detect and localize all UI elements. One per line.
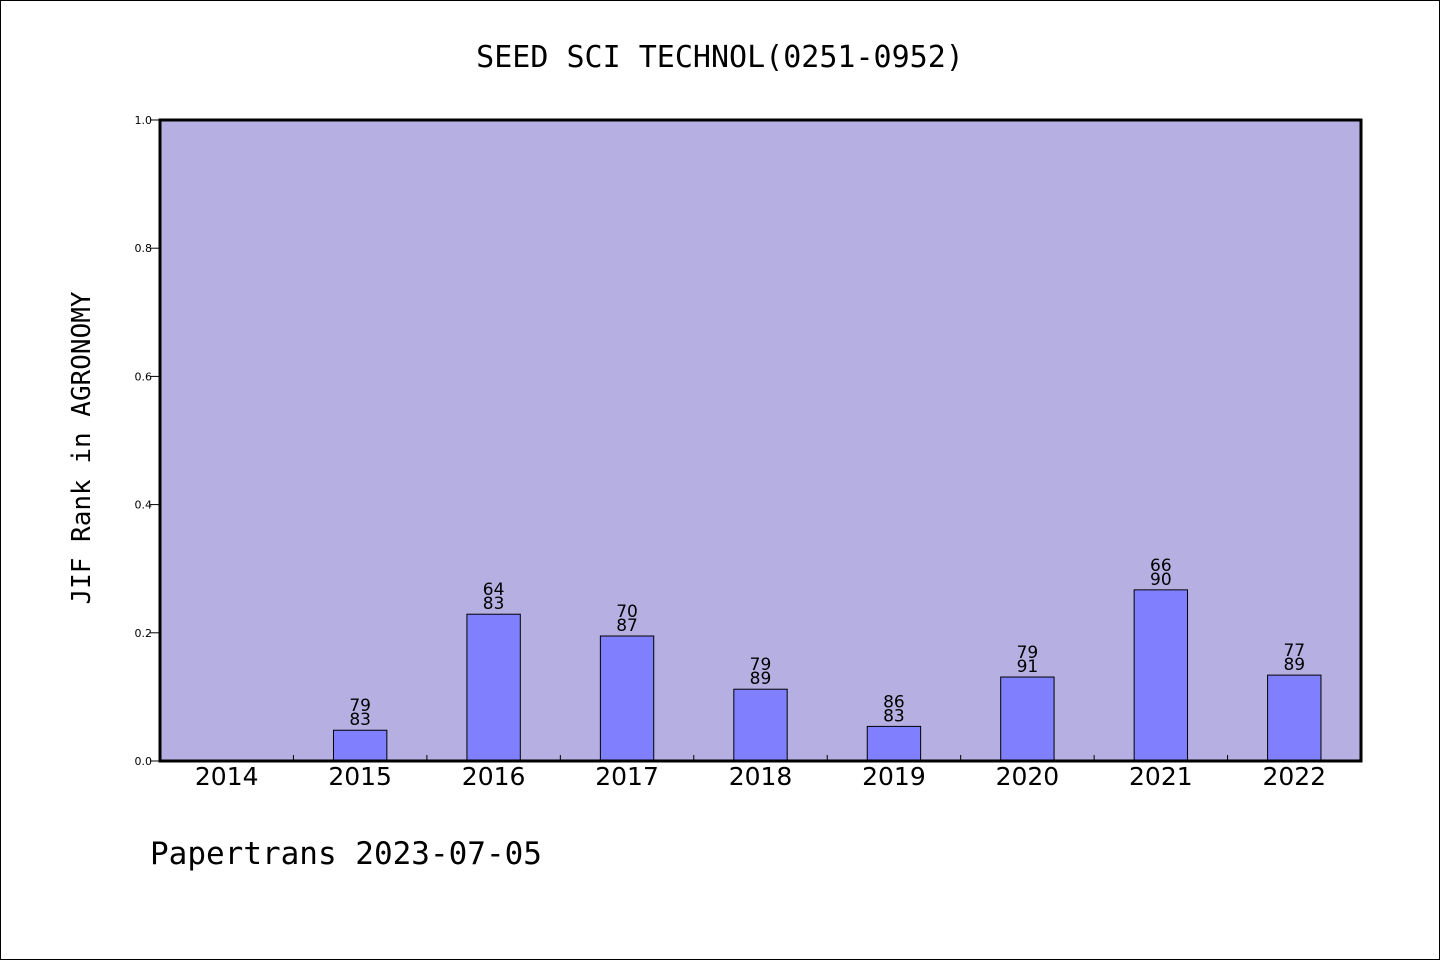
bar-rank-label: 64 [483,580,505,600]
plot-border [158,118,1363,763]
y-axis-label: JIF Rank in AGRONOMY [67,291,97,604]
bar-rank-label: 79 [349,696,371,716]
x-tick-label: 2016 [462,762,526,791]
x-tick-label: 2018 [729,762,793,791]
bar-total-label: 83 [349,710,371,730]
bar-rank-label: 77 [1283,641,1305,661]
y-tick-label: 0.0 [135,755,153,768]
bar-2016 [466,613,521,762]
bar-total-label: 91 [1017,657,1039,677]
x-tick-label: 2014 [195,762,259,791]
bar-2015 [332,729,388,762]
x-tick-label: 2017 [595,762,659,791]
bar-rank-label: 79 [750,655,772,675]
bar-2022 [1267,674,1322,762]
y-tick-label: 0.4 [135,499,153,512]
bar-rank-label: 70 [616,602,638,622]
x-tick-label: 2015 [328,762,392,791]
y-tick-label: 0.6 [135,370,153,383]
y-tick-label: 0.2 [135,627,153,640]
x-tick-label: 2022 [1262,762,1326,791]
bar-total-label: 89 [750,669,772,689]
bar-total-label: 89 [1283,655,1305,675]
x-tick-label: 2019 [862,762,926,791]
bar-2017 [599,635,655,762]
bar-2018 [733,688,788,762]
bar-total-label: 83 [883,706,905,726]
ticks-layer: 0.0 0.2 0.4 0.6 0.8 1.0 2014 2015 2016 2017 2018 20… [135,114,1327,791]
bar-rank-label: 66 [1150,556,1172,576]
bar-total-label: 90 [1150,570,1172,590]
bar-rank-label: 79 [1017,643,1039,663]
bar-2020 [1000,676,1055,762]
x-tick-label: 2020 [996,762,1060,791]
y-tick-label: 1.0 [135,114,153,127]
bar-total-label: 83 [483,594,505,614]
bar-total-label: 87 [616,616,638,636]
y-tick-label: 0.8 [135,242,153,255]
footer-text: Papertrans 2023-07-05 [150,836,542,872]
bar-2021 [1133,589,1189,762]
chart-title: SEED SCI TECHNOL(0251-0952) [476,40,964,75]
bar-rank-label: 86 [883,692,905,712]
bar-2019 [866,725,922,762]
x-tick-label: 2021 [1129,762,1193,791]
